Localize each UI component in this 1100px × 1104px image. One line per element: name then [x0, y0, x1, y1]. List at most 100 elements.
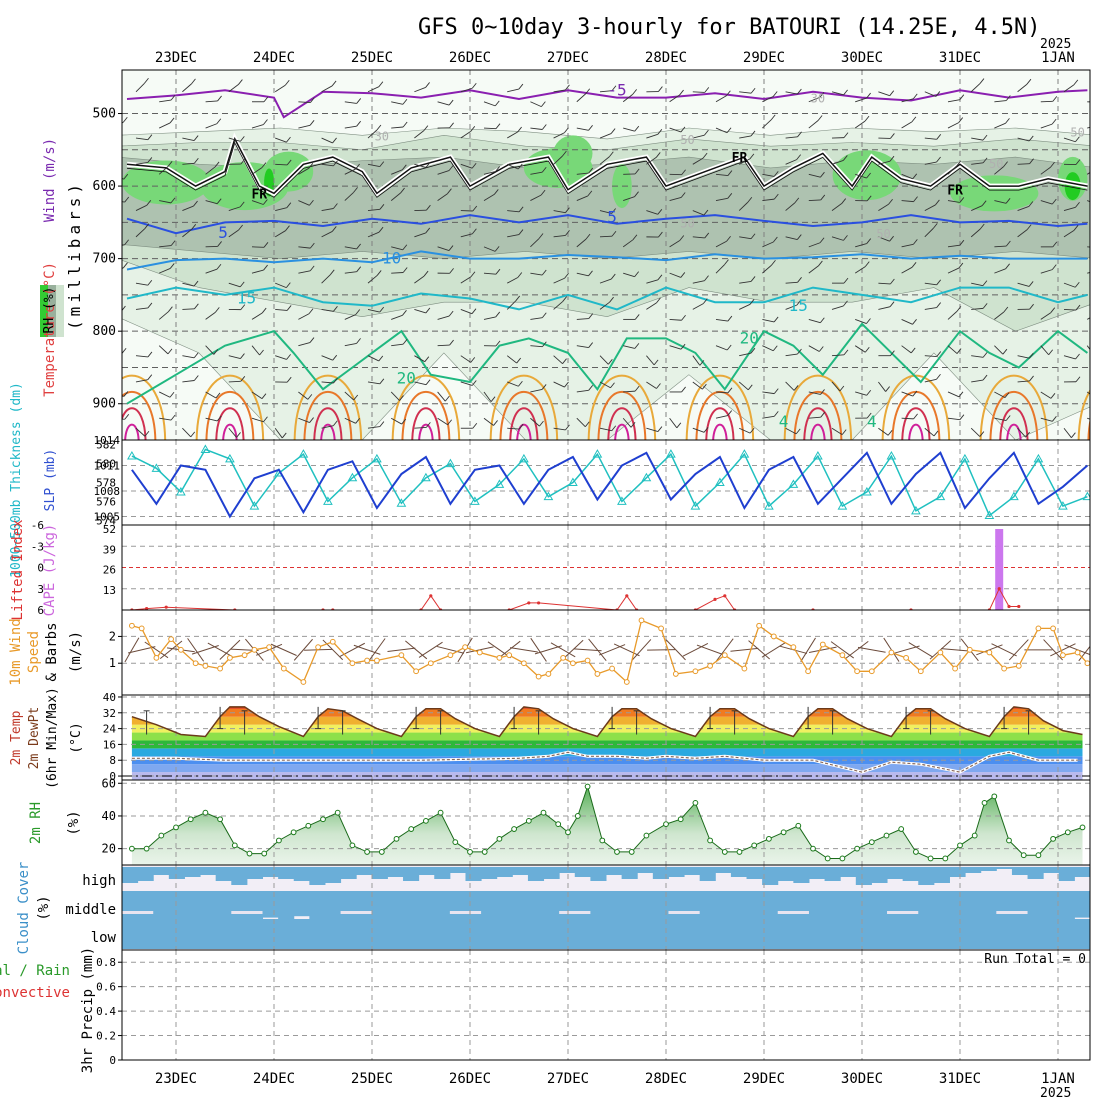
wind-barb — [229, 381, 241, 382]
cloud-high-bar — [512, 867, 528, 875]
cloud-middle-bar — [528, 891, 544, 919]
rh2m-marker — [335, 810, 340, 815]
label-rh-unit: (%) — [66, 810, 82, 835]
wind10-speed-marker — [639, 618, 644, 623]
wind10-speed-marker — [742, 666, 747, 671]
cloud-low-bar — [247, 919, 263, 949]
cloud-high-bar — [309, 867, 325, 885]
cloud-low-bar — [747, 919, 763, 949]
wind10-speed-marker — [987, 650, 992, 655]
cloud-low-bar — [559, 919, 575, 949]
wind-barb — [438, 345, 450, 346]
cloud-middle-bar — [825, 891, 841, 919]
cloud-high-bar — [965, 867, 981, 873]
cloud-middle-bar — [403, 891, 419, 919]
cloud-middle-bar — [294, 891, 310, 916]
cloud-low-bar — [231, 919, 247, 949]
cloud-high-bar — [325, 867, 341, 883]
wind10-speed-marker — [316, 645, 321, 650]
cloud-middle-bar — [622, 891, 638, 919]
rh2m-marker — [752, 843, 757, 848]
rh2m-marker — [424, 818, 429, 823]
cloud-high-bar — [184, 867, 200, 877]
cloud-high-bar — [1012, 867, 1028, 875]
wind10-speed-marker — [610, 666, 615, 671]
cloud-middle-bar — [184, 891, 200, 919]
date-label-bottom: 1JAN — [1041, 1071, 1075, 1087]
wind10-speed-marker — [218, 666, 223, 671]
cloud-high-bar — [981, 867, 997, 871]
contour-label: 30 — [811, 92, 825, 106]
wind10-speed-marker — [242, 653, 247, 658]
wind10-speed-marker — [673, 672, 678, 677]
wind10-tick-label: 2 — [109, 629, 116, 643]
label-convective: Convective — [0, 985, 70, 1001]
date-label-bottom: 26DEC — [449, 1071, 491, 1087]
rh2m-marker — [1036, 853, 1041, 858]
cloud-high-bar — [856, 867, 872, 885]
rh2m-marker — [350, 843, 355, 848]
cloud-low-bar — [887, 919, 903, 949]
rh-tick-label: 20 — [102, 842, 116, 856]
date-label-top: 24DEC — [253, 50, 295, 66]
rh-saturated-blob — [950, 175, 1038, 211]
date-label-top: 23DEC — [155, 50, 197, 66]
cloud-low-bar — [575, 919, 591, 949]
wind10-speed-marker — [1085, 661, 1090, 666]
rh2m-marker — [869, 840, 874, 845]
rh2m-marker — [855, 846, 860, 851]
cloud-low-bar — [840, 919, 856, 949]
date-label-top: 31DEC — [939, 50, 981, 66]
wind10-speed-marker — [791, 645, 796, 650]
cloud-low-bar — [528, 919, 544, 949]
cloud-low-bar — [263, 919, 279, 949]
cloud-high-bar — [169, 867, 185, 879]
lifted-index-marker — [1017, 605, 1020, 608]
wind10-speed-marker — [659, 626, 664, 631]
rh2m-marker — [737, 850, 742, 855]
cape-tick-label: 39 — [103, 543, 116, 556]
cloud-low-bar — [668, 919, 684, 949]
label-2m-temp: 2m Temp — [9, 710, 24, 765]
rh2m-marker — [365, 850, 370, 855]
cloud-low-bar — [825, 919, 841, 949]
rh2m-marker — [497, 836, 502, 841]
temp-tick-label: 8 — [109, 754, 116, 767]
cloud-middle-bar — [138, 891, 154, 919]
cloud-middle-bar — [309, 891, 325, 919]
cloud-high-bar — [684, 867, 700, 875]
cloud-high-bar — [559, 867, 575, 873]
cloud-high-bar — [200, 867, 216, 875]
cloud-high-bar — [481, 867, 497, 879]
rh2m-marker — [1080, 825, 1085, 830]
contour-label: 30 — [375, 129, 389, 143]
rh2m-marker — [629, 850, 634, 855]
rh2m-marker — [722, 850, 727, 855]
wind-barb — [902, 418, 914, 419]
wind-barb — [275, 164, 287, 165]
cloud-high-bar — [231, 867, 247, 885]
cloud-middle-bar — [793, 891, 809, 919]
cloud-low-bar — [122, 919, 138, 949]
cloud-middle-bar — [871, 891, 887, 919]
wind10-speed-marker — [561, 655, 566, 660]
wind10-speed-marker — [375, 658, 380, 663]
rh2m-marker — [291, 830, 296, 835]
rh2m-marker — [262, 851, 267, 856]
cloud-low-bar — [606, 919, 622, 949]
cloud-high-bar — [700, 867, 716, 881]
cloud-low-bar — [216, 919, 232, 949]
contour-label: 50 — [1070, 126, 1084, 140]
cloud-high-bar — [668, 867, 684, 877]
slp-tick-label: 1014 — [94, 434, 121, 447]
cloud-level-label: middle — [65, 902, 116, 918]
run-total-label: Run Total = 0 — [984, 952, 1086, 967]
cloud-middle-bar — [200, 891, 216, 919]
wind10-speed-marker — [448, 653, 453, 658]
label-barbs: & Barbs — [44, 622, 60, 681]
wind10-speed-marker — [203, 663, 208, 668]
wind10-speed-marker — [757, 623, 762, 628]
cloud-middle-bar — [903, 891, 919, 919]
cape-tick-label: 52 — [103, 523, 116, 536]
